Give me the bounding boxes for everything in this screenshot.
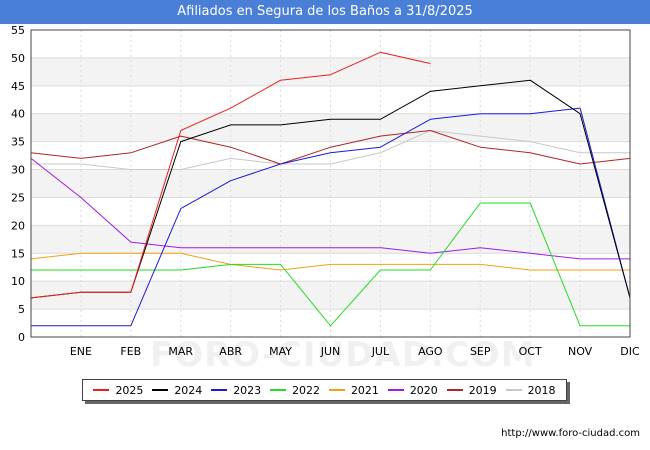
legend-item-2018: 2018 <box>505 383 556 397</box>
source-link[interactable]: http://www.foro-ciudad.com <box>501 428 640 439</box>
x-tick-label: AGO <box>418 345 443 358</box>
legend-item-2022: 2022 <box>270 384 320 397</box>
series-line-2021 <box>30 252 630 271</box>
y-tick-label: 50 <box>11 52 25 65</box>
legend-swatch <box>505 389 522 391</box>
series-line-2020 <box>30 158 630 260</box>
legend-label: 2019 <box>468 383 497 397</box>
y-tick-label: 10 <box>11 275 25 288</box>
legend-label: 2020 <box>409 383 438 397</box>
legend-swatch <box>93 389 110 391</box>
series-lines <box>30 51 631 327</box>
y-tick-label: 15 <box>11 247 25 260</box>
series-line-2023 <box>31 107 631 327</box>
x-tick-label: MAR <box>168 345 193 358</box>
legend-item-2024: 2024 <box>152 384 202 397</box>
legend-item-2019: 2019 <box>446 383 497 397</box>
legend-swatch <box>446 389 463 391</box>
legend-item-2021: 2021 <box>328 383 379 397</box>
legend-label: 2024 <box>174 383 203 397</box>
watermark: FORO-CIUDAD.COM <box>150 335 536 375</box>
x-tick-label: JUL <box>371 345 390 358</box>
grid-band <box>31 169 630 198</box>
y-tick-label: 40 <box>11 108 25 121</box>
y-tick-label: 35 <box>11 136 25 149</box>
y-tick-label: 55 <box>11 24 25 37</box>
legend-swatch <box>328 389 345 391</box>
legend-item-2023: 2023 <box>211 384 261 397</box>
x-tick-label: ENE <box>70 345 92 358</box>
legend-label: 2018 <box>527 383 556 397</box>
x-tick-label: DIC <box>620 345 640 358</box>
legend-swatch <box>270 389 287 391</box>
y-axis-ticks: 0 5 10 15 20 25 30 35 40 45 50 55 <box>11 24 25 344</box>
legend-item-2025: 2025 <box>93 384 143 397</box>
legend-swatch <box>211 389 228 391</box>
x-tick-label: FEB <box>120 345 141 358</box>
chart-title: Afiliados en Segura de los Baños a 31/8/… <box>0 0 650 24</box>
x-tick-label: NOV <box>568 345 593 358</box>
legend-label: 2022 <box>292 383 321 397</box>
series-line-2018 <box>31 130 630 170</box>
legend-label: 2025 <box>115 383 144 397</box>
x-tick-label: MAY <box>269 345 292 358</box>
series-line-2019 <box>30 130 631 165</box>
plot-frame <box>30 29 631 338</box>
legend-item-2020: 2020 <box>387 383 438 397</box>
y-tick-label: 30 <box>11 164 25 177</box>
y-tick-label: 45 <box>11 80 25 93</box>
y-tick-label: 0 <box>18 331 25 344</box>
x-tick-label: ABR <box>219 345 242 358</box>
series-line-2022 <box>31 202 630 327</box>
grid-band <box>31 113 630 142</box>
grid-band <box>31 225 630 254</box>
x-tick-label: OCT <box>519 345 542 358</box>
y-tick-label: 5 <box>18 303 25 316</box>
legend-label: 2021 <box>350 383 379 397</box>
chart-legend: 2025 2024 2023 2022 2021 2020 2019 2018 <box>82 379 567 401</box>
x-tick-label: JUN <box>320 345 341 358</box>
legend-label: 2023 <box>233 383 262 397</box>
series-line-2025 <box>30 51 431 299</box>
y-tick-label: 20 <box>11 219 25 232</box>
y-tick-label: 25 <box>11 191 25 204</box>
legend-swatch <box>387 389 404 391</box>
x-tick-label: SEP <box>470 345 491 358</box>
x-axis-ticks: ENE FEB MAR ABR MAY JUN JUL AGO SEP OCT NOV DIC <box>70 345 640 358</box>
legend-swatch <box>152 389 169 391</box>
